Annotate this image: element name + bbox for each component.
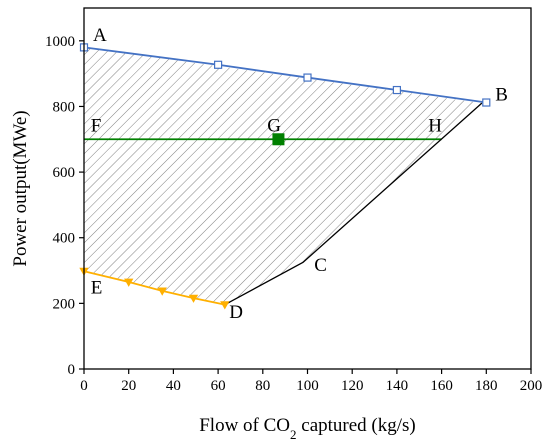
axis-ticks-layer: 0 20 40 60 80 100 120 140 160 180 200 0 200 400 600 800… <box>45 34 542 394</box>
x-tick-label-140: 140 <box>386 378 409 394</box>
point-label-b: B <box>495 85 508 106</box>
marker-lower-2 <box>157 287 167 296</box>
y-tick-label-1000: 1000 <box>45 34 75 50</box>
x-tick-label-200: 200 <box>520 378 543 394</box>
marker-upper-4 <box>482 98 491 107</box>
x-axis-title-subscript: 2 <box>290 427 297 442</box>
y-tick-label-800: 800 <box>53 99 76 115</box>
point-label-a: A <box>93 25 107 46</box>
marker-upper-2 <box>303 73 312 82</box>
x-tick-label-0: 0 <box>80 378 88 394</box>
marker-point-g <box>272 133 285 146</box>
point-label-g: G <box>267 116 281 137</box>
x-tick-label-20: 20 <box>121 378 136 394</box>
y-tick-label-400: 400 <box>53 231 76 247</box>
y-tick-label-0: 0 <box>68 362 76 378</box>
marker-lower-4 <box>220 301 230 310</box>
x-tick-label-160: 160 <box>430 378 453 394</box>
x-tick-label-40: 40 <box>166 378 181 394</box>
x-axis-title: Flow of CO2 captured (kg/s) <box>199 415 416 442</box>
point-label-c: C <box>314 255 327 276</box>
y-tick-label-200: 200 <box>53 296 76 312</box>
x-tick-label-120: 120 <box>341 378 364 394</box>
feasible-region <box>84 47 482 305</box>
x-axis-title-part-2: captured (kg/s) <box>297 415 416 436</box>
point-labels-layer: A B C D E F G H <box>91 25 508 323</box>
x-tick-label-80: 80 <box>255 378 270 394</box>
x-axis-title-part-1: Flow of CO <box>199 415 290 436</box>
marker-lower-1 <box>124 278 134 287</box>
series-line-boundary <box>224 102 483 306</box>
y-axis-title: Power output(MWe) <box>10 110 31 266</box>
x-tick-label-180: 180 <box>475 378 498 394</box>
marker-upper-1 <box>214 60 223 69</box>
x-tick-label-60: 60 <box>211 378 226 394</box>
feasible-region-layer <box>84 47 482 305</box>
point-label-f: F <box>91 116 102 137</box>
point-label-d: D <box>229 302 243 323</box>
y-tick-label-600: 600 <box>53 165 76 181</box>
marker-lower-3 <box>188 294 199 303</box>
point-label-e: E <box>91 278 103 299</box>
point-label-h: H <box>428 116 442 137</box>
marker-upper-3 <box>392 85 401 95</box>
x-tick-label-100: 100 <box>296 378 319 394</box>
